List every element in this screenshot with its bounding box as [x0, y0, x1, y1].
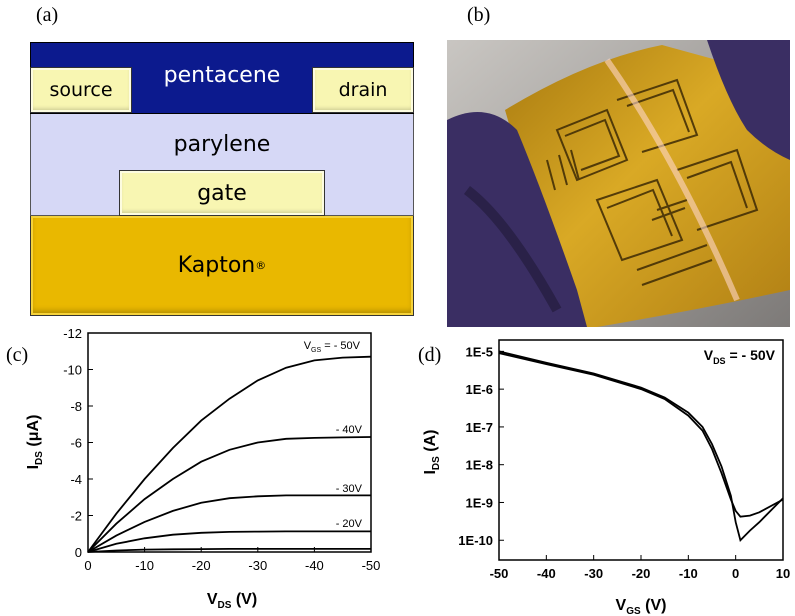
y-tick-label: 1E-7 [466, 420, 493, 435]
series-line-3 [87, 530, 371, 553]
series-line-4 [87, 548, 371, 553]
y-tick-label: 1E-9 [466, 495, 493, 510]
y-tick-label: 0 [75, 545, 82, 560]
y-tick-label: 1E-8 [466, 458, 493, 473]
film-glare [604, 58, 740, 302]
glove-left [447, 112, 587, 327]
panel-label-d: (d) [418, 344, 442, 366]
y-tick-label: -10 [63, 363, 82, 378]
vds-legend: VDS = - 50V [704, 347, 776, 366]
series-line-0 [87, 355, 372, 553]
x-axis-label: VGS (V) [616, 597, 667, 616]
y-tick-label: -4 [70, 472, 82, 487]
y-axis-label: IDS (A) [422, 429, 442, 474]
kapton-label: Kapton [177, 253, 256, 278]
drain-electrode: drain [312, 67, 414, 113]
y-tick-label: 1E-6 [466, 382, 493, 397]
x-tick-label: 0 [84, 558, 91, 573]
flexible-device-photo [447, 40, 790, 327]
y-tick-label: -2 [70, 509, 82, 524]
gate-label: gate [197, 180, 247, 206]
x-tick-label: -20 [192, 558, 211, 573]
x-axis-label: VDS (V) [207, 591, 257, 611]
x-tick-label: -40 [537, 566, 556, 581]
y-tick-label: 1E-10 [458, 533, 493, 548]
source-electrode: source [30, 67, 132, 113]
y-tick-label: -8 [70, 399, 82, 414]
plot-frame [87, 332, 372, 553]
vgs-30-label: - 30V [336, 483, 363, 495]
series-line-2 [87, 494, 371, 553]
x-tick-label: -50 [362, 558, 381, 573]
y-tick-label: 1E-5 [466, 344, 493, 359]
panel-label-c: (c) [6, 344, 29, 366]
panel-label-a: (a) [36, 4, 59, 26]
y-axis-label: IDS (μA) [25, 415, 45, 470]
transfer-characteristics-chart: -50 -40 -30 -20 -10 0 10 1E-5 1E-6 1E-7 1E-8 1E-9 1E… [422, 339, 790, 616]
x-tick-label: -10 [679, 566, 698, 581]
registered-mark: ® [255, 259, 267, 272]
x-tick-label: -30 [248, 558, 267, 573]
transfer-curve-1 [498, 352, 784, 518]
kapton-layer: Kapton ® [30, 215, 414, 316]
glove-left-shade [463, 186, 562, 313]
x-tick-label: 10 [776, 566, 790, 581]
panel-label-b: (b) [467, 4, 491, 26]
gate-electrode: gate [119, 170, 325, 216]
printed-electrodes [546, 78, 759, 286]
pentacene-label: pentacene [163, 63, 281, 88]
output-characteristics-chart: 0 -10 -20 -30 -40 -50 0 -2 -4 -6 -8 -10 -12 VGS = - 5… [25, 326, 381, 611]
transfer-curve-0 [498, 350, 784, 542]
source-label: source [49, 79, 113, 101]
x-tick-label: -20 [632, 566, 651, 581]
x-tick-label: -30 [584, 566, 603, 581]
glove-right [707, 40, 790, 160]
y-tick-label: -6 [70, 436, 82, 451]
plot-frame [498, 339, 784, 561]
series-line-1 [87, 436, 372, 553]
vgs-50-label: VGS = - 50V [304, 340, 361, 354]
x-tick-label: -10 [135, 558, 154, 573]
parylene-label: parylene [173, 132, 271, 157]
drain-label: drain [338, 79, 388, 101]
x-tick-label: 0 [732, 566, 739, 581]
vgs-40-label: - 40V [336, 424, 363, 436]
x-tick-label: -50 [490, 566, 509, 581]
vgs-20-label: - 20V [336, 518, 363, 530]
x-tick-label: -40 [305, 558, 324, 573]
y-tick-label: -12 [63, 326, 82, 341]
